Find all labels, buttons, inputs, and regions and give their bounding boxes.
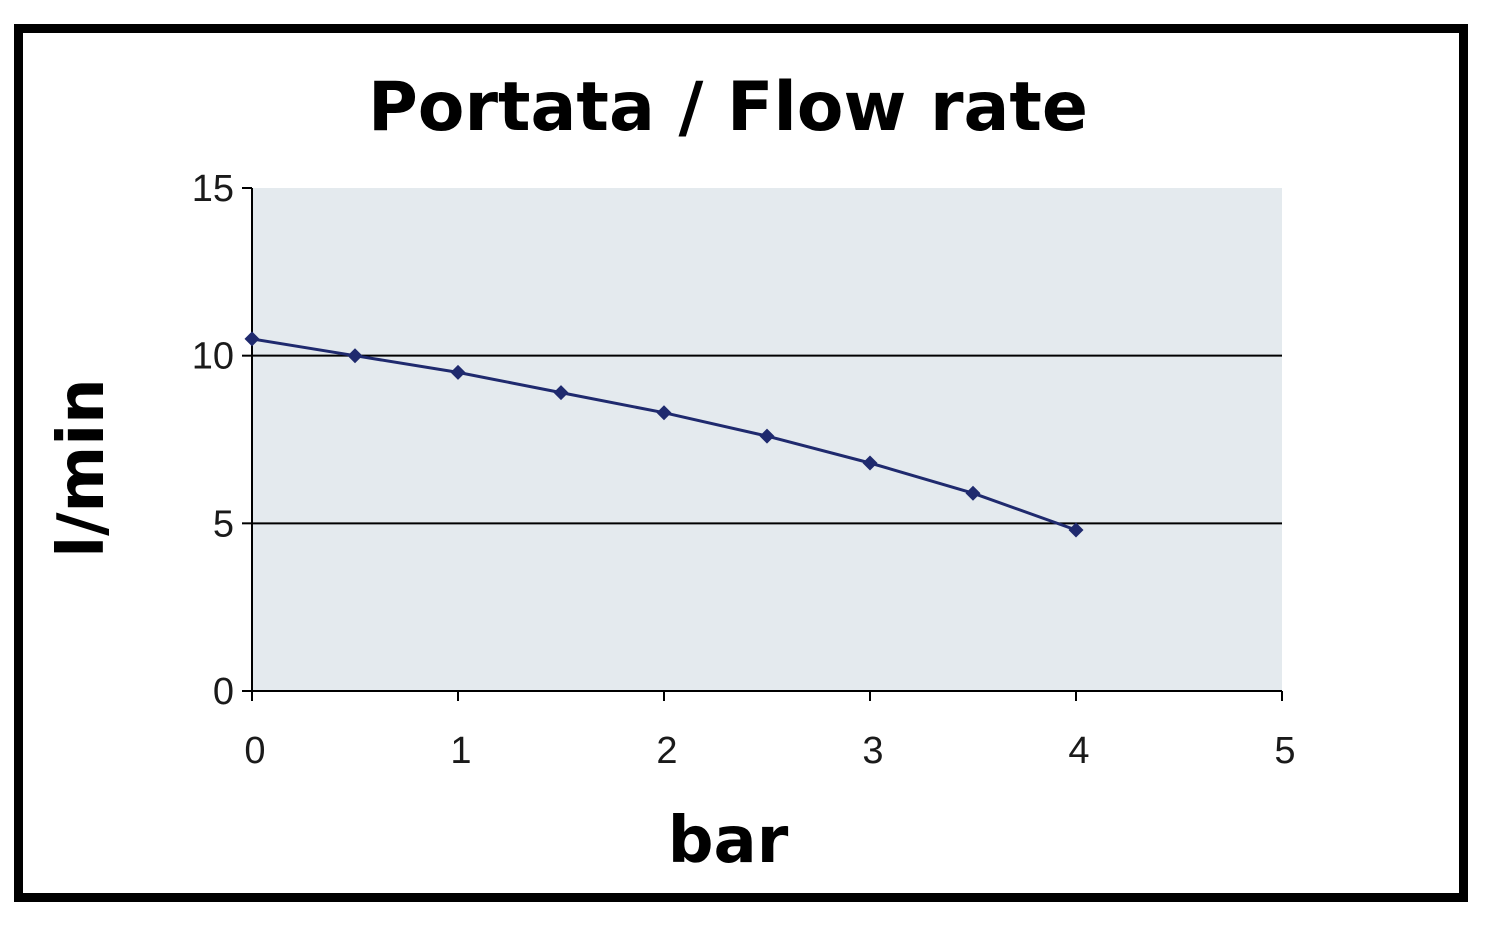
data-point-marker [553,385,569,401]
tick-labels: 0 5 10 15 0 1 2 3 4 5 [192,168,1296,772]
data-point-marker [965,485,981,501]
axes [242,187,1283,701]
y-tick-label: 0 [213,671,234,713]
x-tick-label: 5 [1274,730,1295,772]
y-tick-label: 5 [213,503,234,545]
y-tick-label: 10 [192,336,234,378]
data-point-marker [244,331,260,347]
grid-lines [252,354,1282,525]
x-tick-label: 0 [244,730,265,772]
x-tick-label: 4 [1068,730,1089,772]
data-point-marker [1068,522,1084,538]
x-tick-label: 2 [656,730,677,772]
data-point-marker [347,348,363,364]
x-tick-label: 3 [862,730,883,772]
y-tick-label: 15 [192,168,234,210]
series-group [244,331,1084,538]
x-axis-label: bar [668,804,789,878]
chart-title: Portata / Flow rate [368,68,1088,147]
data-point-marker [656,405,672,421]
data-point-marker [450,364,466,380]
x-tick-label: 1 [450,730,471,772]
data-point-marker [759,428,775,444]
data-point-marker [862,455,878,471]
y-axis-label: l/min [45,378,119,558]
